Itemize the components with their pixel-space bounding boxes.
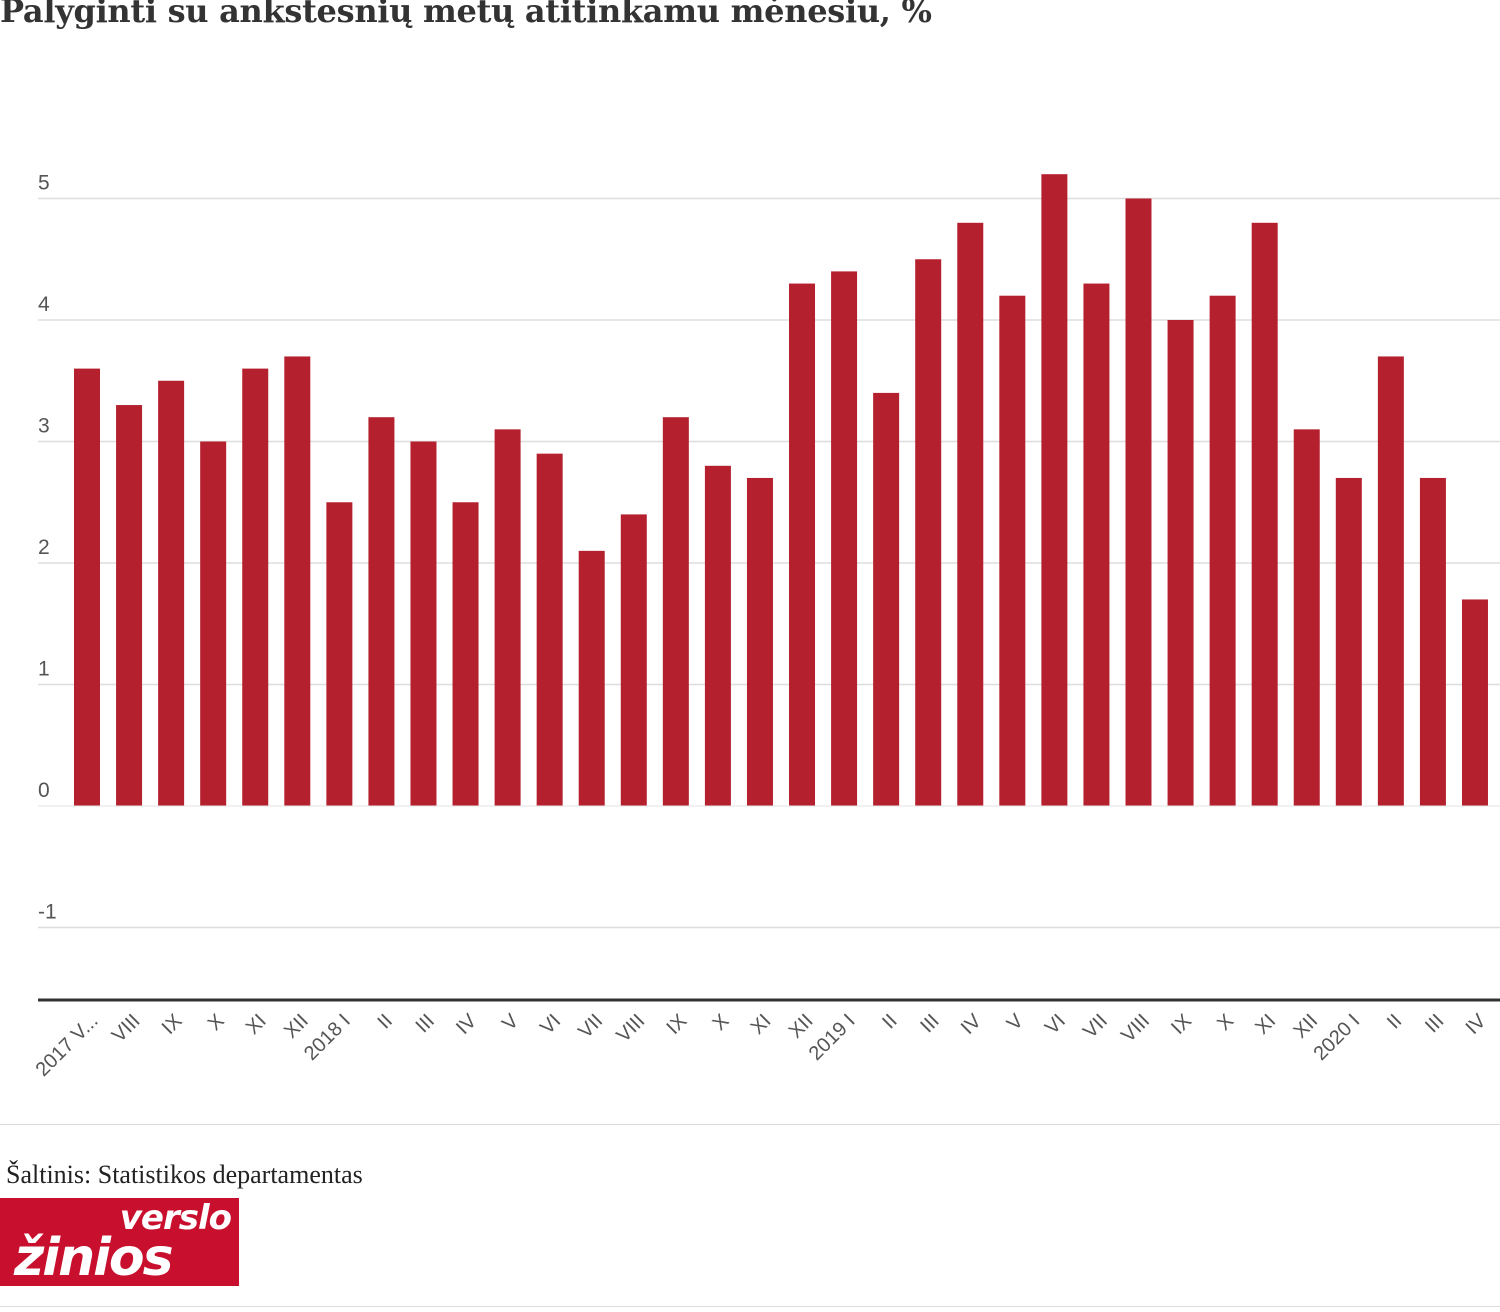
logo-text-top: verslo: [119, 1198, 232, 1238]
bar: [873, 392, 900, 806]
x-tick-label: VI: [1041, 1010, 1070, 1039]
x-tick-label: IX: [1167, 1010, 1196, 1039]
x-tick-label: X: [708, 1010, 733, 1035]
x-tick-label: XII: [280, 1010, 313, 1043]
divider-top: [0, 1124, 1500, 1125]
bar: [242, 368, 269, 806]
bar: [326, 502, 353, 806]
bar: [999, 295, 1026, 806]
verslo-zinios-logo: verslo žinios: [0, 1198, 239, 1286]
bar: [662, 417, 689, 806]
bar: [789, 283, 816, 806]
bar: [704, 465, 731, 806]
chart-title: Palyginti su ankstesnių metų atitinkamu …: [0, 0, 932, 30]
bar: [200, 441, 227, 806]
bar: [284, 356, 311, 806]
x-tick-label: III: [412, 1010, 439, 1037]
bar: [494, 429, 521, 806]
bar: [1041, 174, 1068, 806]
bar: [1167, 320, 1194, 806]
x-tick-label: V: [498, 1010, 523, 1035]
x-tick-label: II: [1383, 1010, 1406, 1033]
x-tick-label: IV: [1462, 1010, 1491, 1039]
x-tick-label: VII: [1079, 1010, 1112, 1043]
x-tick-label: 2020 I: [1309, 1010, 1364, 1065]
bar: [1125, 198, 1152, 806]
x-tick-label: IX: [662, 1010, 691, 1039]
bar: [1083, 283, 1110, 806]
source-note: Šaltinis: Statistikos departamentas: [6, 1160, 363, 1189]
bar: [158, 380, 185, 806]
x-tick-label: IX: [158, 1010, 187, 1039]
bar: [1419, 477, 1446, 806]
y-tick-label: 1: [38, 658, 50, 681]
bar: [410, 441, 437, 806]
bar: [620, 514, 647, 806]
bar: [1335, 477, 1362, 806]
bar: [831, 271, 858, 806]
y-tick-label: 5: [38, 172, 50, 195]
bar: [578, 550, 605, 806]
x-tick-label: III: [1421, 1010, 1448, 1037]
bar: [1293, 429, 1320, 806]
x-tick-label: 2019 I: [805, 1010, 860, 1065]
x-tick-label: 2018 I: [300, 1010, 355, 1065]
bar: [915, 259, 942, 806]
divider-bottom: [0, 1306, 1500, 1307]
bar: [746, 477, 773, 806]
bar: [116, 405, 143, 806]
x-tick-label: 2017 V...: [32, 1010, 103, 1081]
y-tick-label: 0: [38, 779, 50, 802]
x-tick-label: XI: [1251, 1010, 1280, 1039]
bar: [1377, 356, 1404, 806]
x-tick-label: VII: [574, 1010, 607, 1043]
bar: [368, 417, 395, 806]
x-tick-label: VIII: [1117, 1010, 1154, 1047]
bar: [1461, 599, 1488, 806]
x-tick-label: X: [204, 1010, 229, 1035]
y-tick-label: 4: [38, 293, 50, 316]
x-tick-label: VIII: [613, 1010, 650, 1047]
x-tick-label: XI: [242, 1010, 271, 1039]
x-tick-label: V: [1003, 1010, 1028, 1035]
x-tick-label: VIII: [108, 1010, 145, 1047]
x-tick-label: IV: [452, 1010, 481, 1039]
y-tick-label: -1: [38, 901, 57, 924]
bar: [452, 502, 479, 806]
x-tick-label: IV: [957, 1010, 986, 1039]
x-tick-label: II: [878, 1010, 901, 1033]
logo-text-bottom: žinios: [14, 1228, 174, 1286]
x-tick-label: XI: [747, 1010, 776, 1039]
x-tick-label: XII: [785, 1010, 818, 1043]
y-tick-label: 3: [38, 415, 50, 438]
x-tick-label: X: [1213, 1010, 1238, 1035]
bar: [1251, 222, 1278, 807]
x-tick-label: XII: [1289, 1010, 1322, 1043]
bar: [957, 222, 984, 807]
bar: [1209, 295, 1236, 806]
x-tick-label: III: [916, 1010, 943, 1037]
bar: [536, 453, 563, 806]
y-tick-label: 2: [38, 536, 50, 559]
x-tick-label: VI: [536, 1010, 565, 1039]
bar: [74, 368, 100, 806]
x-tick-label: II: [374, 1010, 397, 1033]
